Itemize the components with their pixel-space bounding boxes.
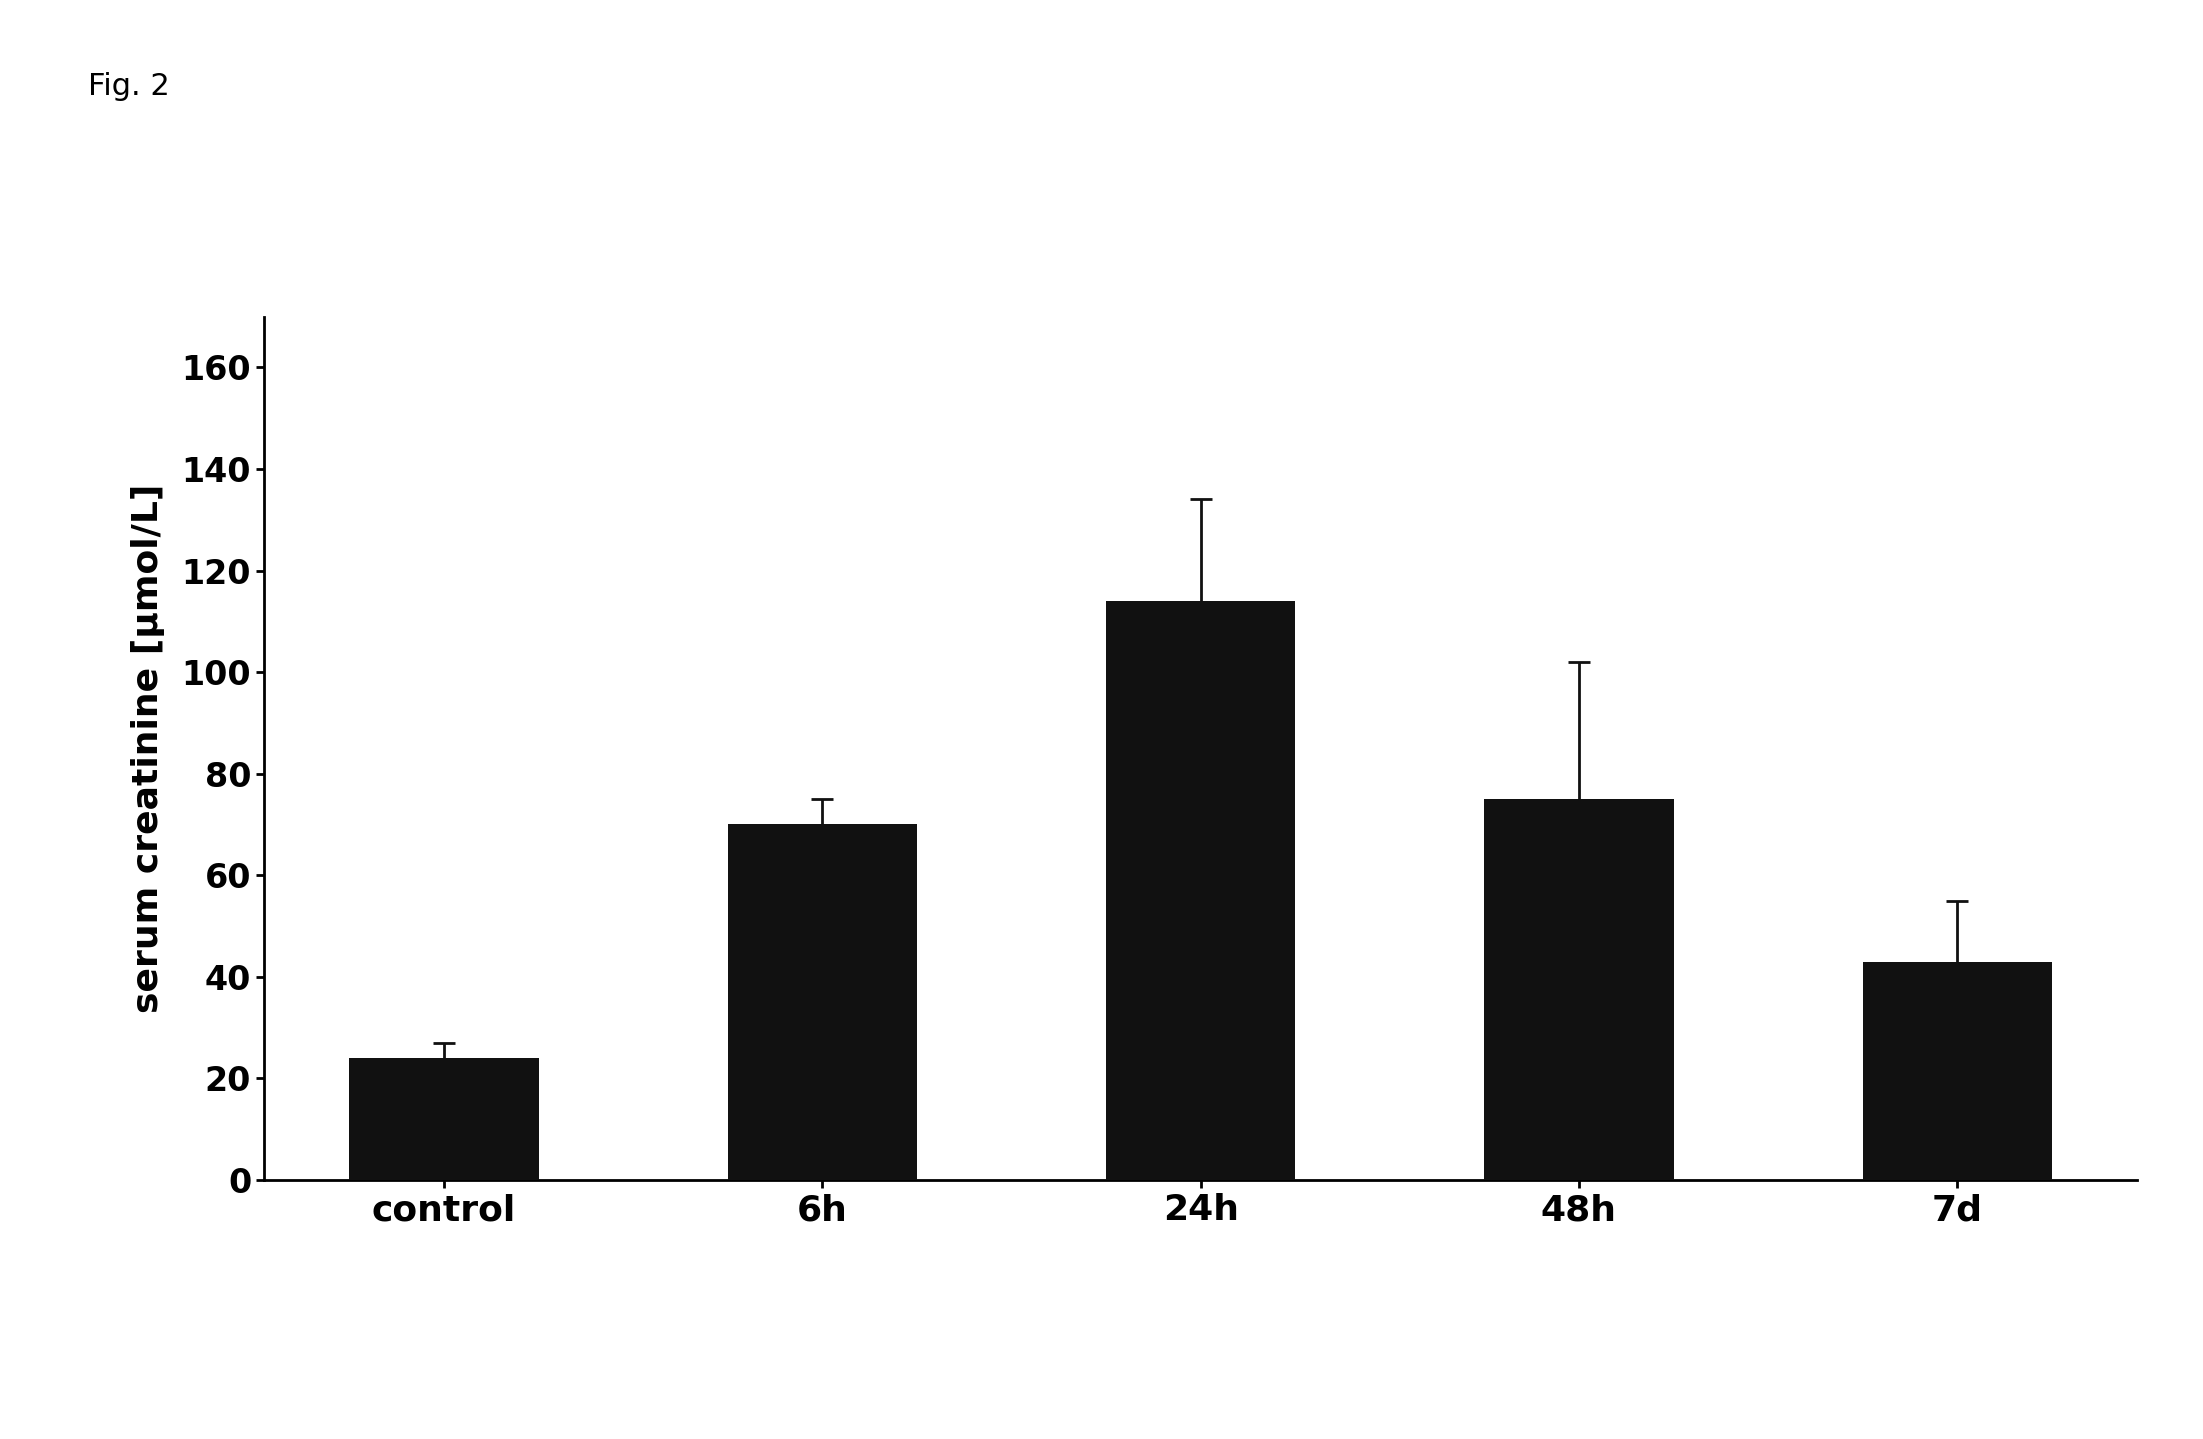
Bar xyxy=(1485,799,1674,1180)
Bar xyxy=(1864,961,2051,1180)
Y-axis label: serum creatinine [μmol/L]: serum creatinine [μmol/L] xyxy=(130,484,165,1013)
Bar xyxy=(350,1058,538,1180)
Bar xyxy=(1106,602,1295,1180)
Bar xyxy=(727,825,916,1180)
Text: Fig. 2: Fig. 2 xyxy=(88,72,170,101)
